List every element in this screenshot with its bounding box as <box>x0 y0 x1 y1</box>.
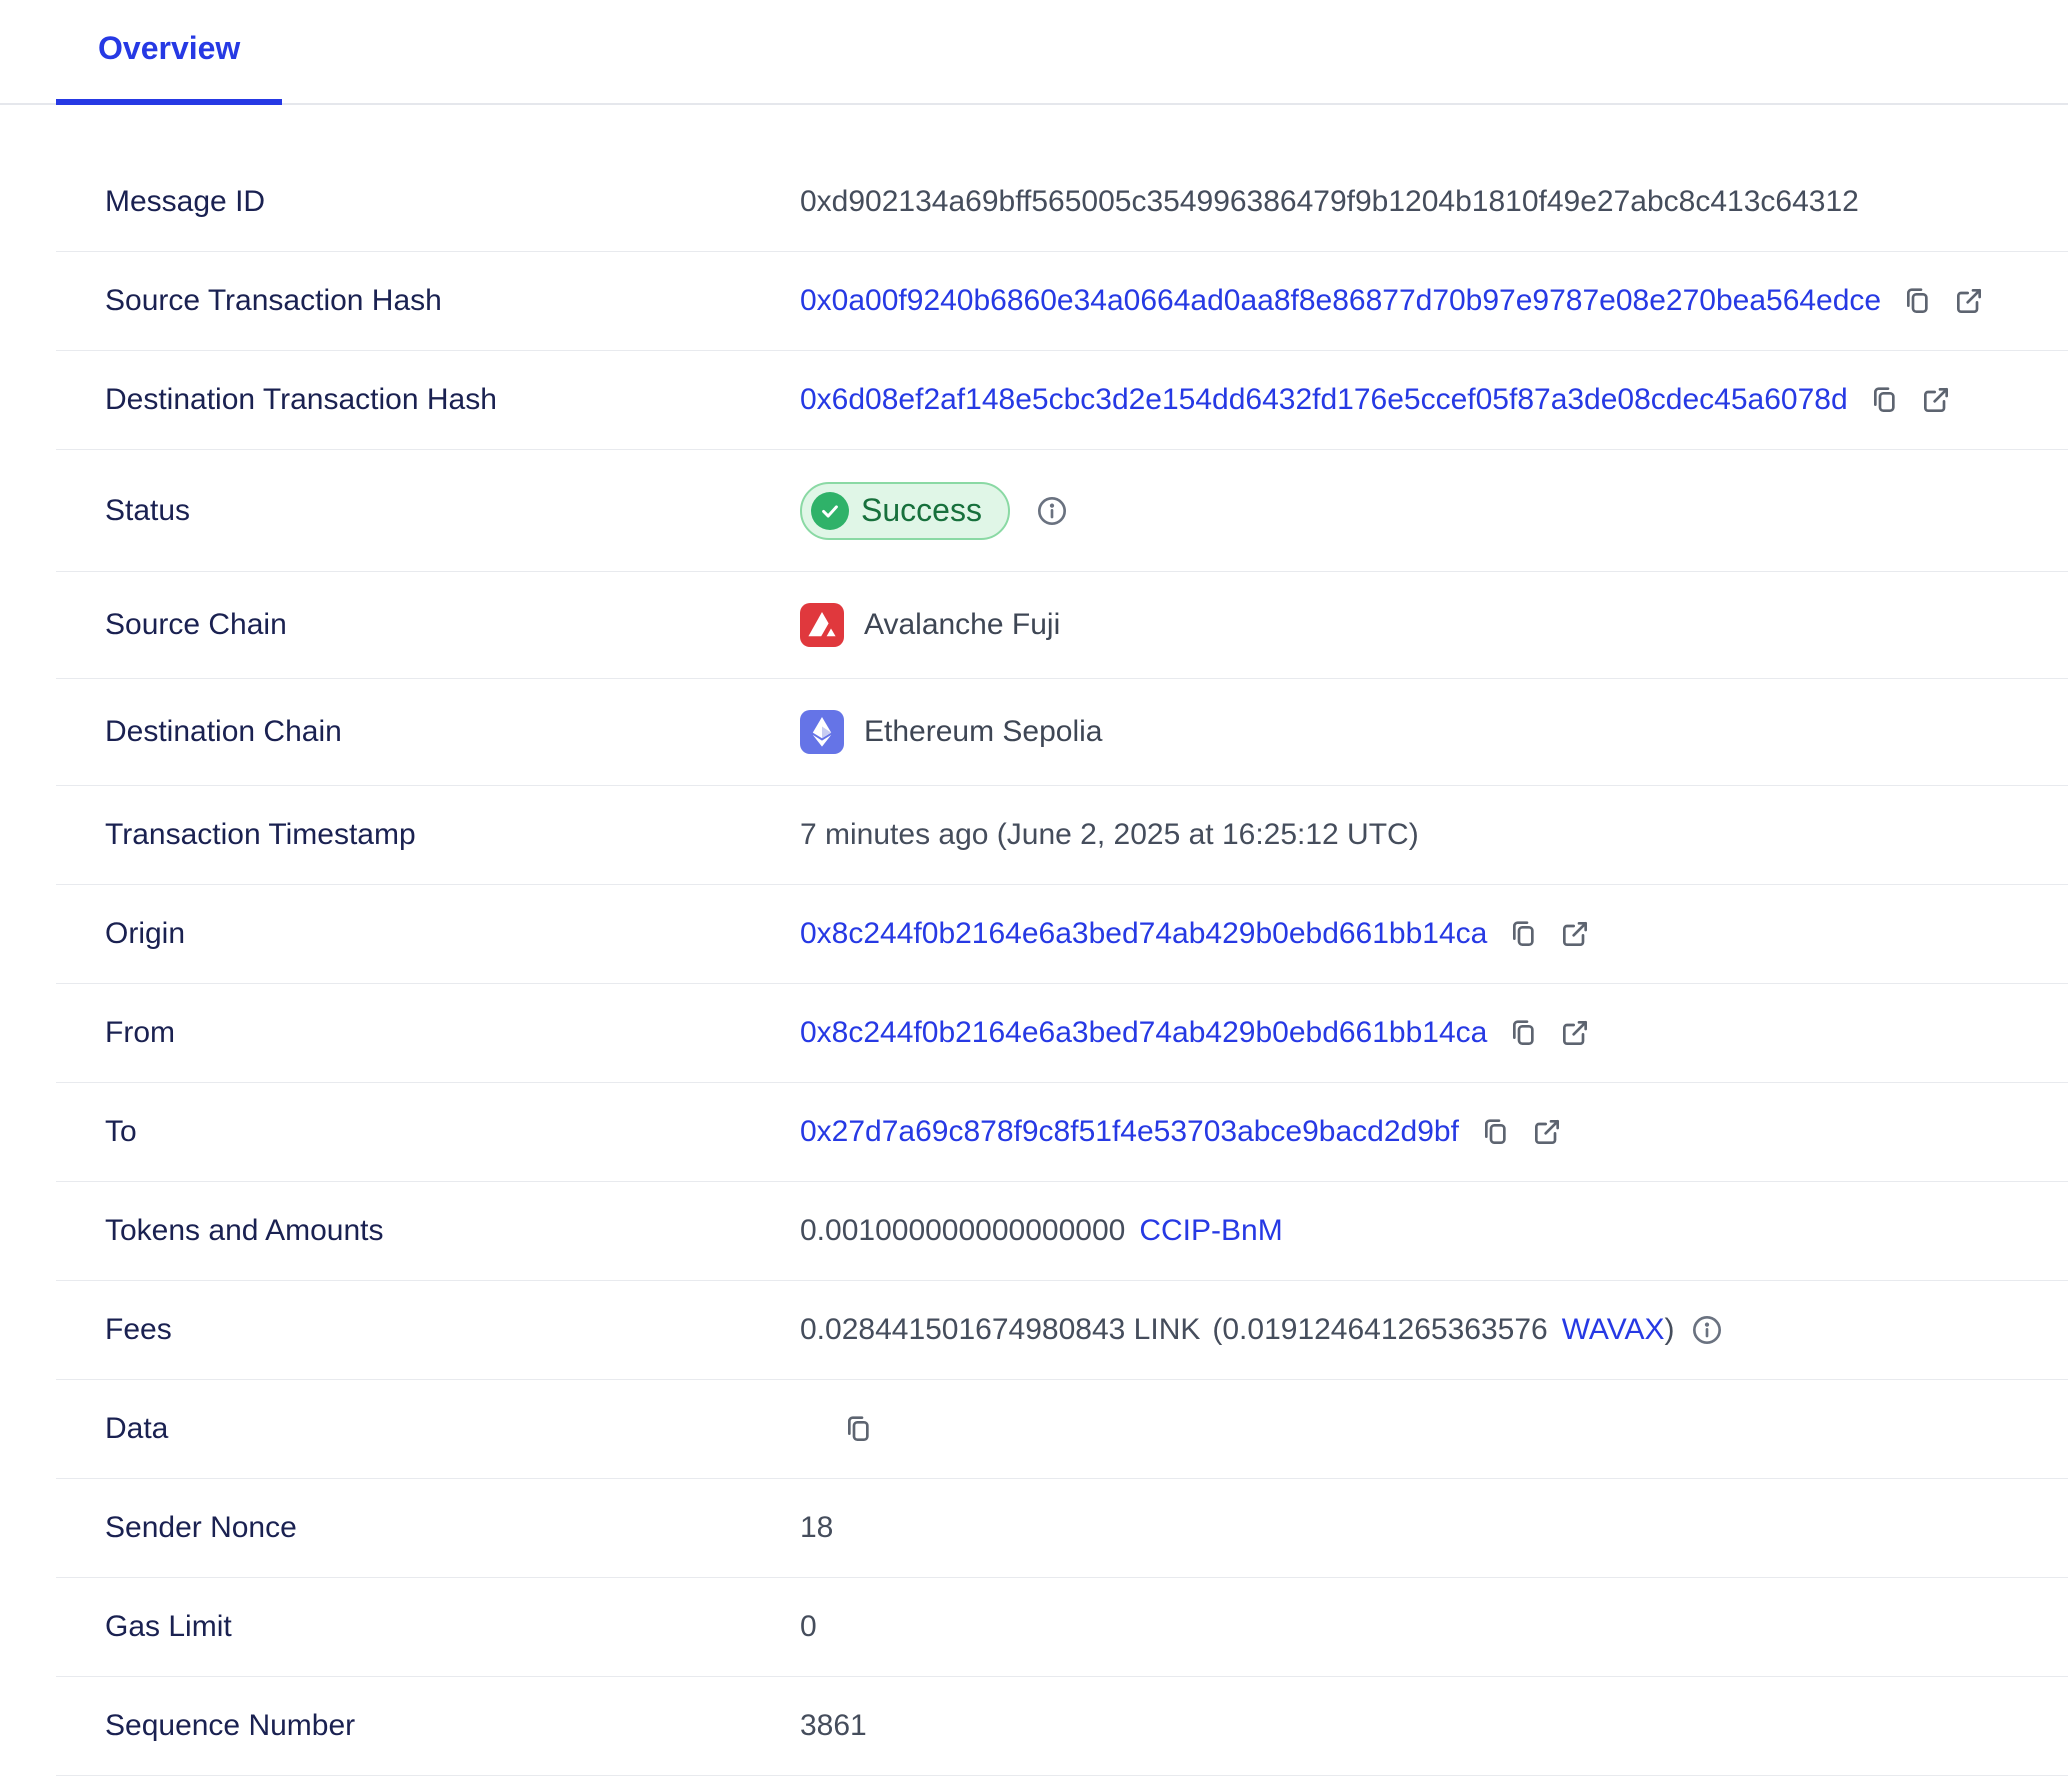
row-origin: Origin 0x8c244f0b2164e6a3bed74ab429b0ebd… <box>56 885 2068 984</box>
external-link-icon[interactable] <box>1559 1017 1591 1049</box>
row-source-tx-hash: Source Transaction Hash 0x0a00f9240b6860… <box>56 252 2068 351</box>
gas-limit-value: 0 <box>800 1610 817 1643</box>
status-label: Status <box>105 493 191 527</box>
transaction-timestamp-label: Transaction Timestamp <box>105 818 416 851</box>
row-sender-nonce: Sender Nonce 18 <box>56 1479 2068 1578</box>
fees-token-symbol-link[interactable]: WAVAX <box>1561 1313 1665 1346</box>
fees-label: Fees <box>105 1313 172 1346</box>
sequence-number-label: Sequence Number <box>105 1709 356 1742</box>
fees-primary-amount: 0.028441501674980843 LINK <box>800 1313 1201 1346</box>
row-sequence-number: Sequence Number 3861 <box>56 1677 2068 1776</box>
status-badge-text: Success <box>861 492 982 528</box>
sender-nonce-value: 18 <box>800 1511 834 1544</box>
row-from: From 0x8c244f0b2164e6a3bed74ab429b0ebd66… <box>56 984 2068 1083</box>
copy-icon[interactable] <box>842 1413 874 1445</box>
token-amount: 0.001000000000000000 <box>800 1214 1126 1247</box>
status-badge: Success <box>800 481 1010 540</box>
to-address-link[interactable]: 0x27d7a69c878f9c8f51f4e53703abce9bacd2d9… <box>800 1115 1459 1148</box>
row-tokens-and-amounts: Tokens and Amounts 0.001000000000000000 … <box>56 1182 2068 1281</box>
external-link-icon[interactable] <box>1953 285 1985 317</box>
row-source-chain: Source Chain Avalanche Fuji <box>56 572 2068 679</box>
destination-tx-hash-label: Destination Transaction Hash <box>105 383 497 416</box>
token-symbol-link[interactable]: CCIP-BnM <box>1139 1214 1283 1247</box>
tab-bar: Overview <box>0 0 2068 105</box>
row-message-id: Message ID 0xd902134a69bff565005c3549963… <box>56 153 2068 252</box>
info-icon[interactable] <box>1036 495 1068 527</box>
external-link-icon[interactable] <box>1559 918 1591 950</box>
source-chain-label: Source Chain <box>105 608 287 641</box>
from-address-link[interactable]: 0x8c244f0b2164e6a3bed74ab429b0ebd661bb14… <box>800 1016 1488 1049</box>
row-fees: Fees 0.028441501674980843 LINK (0.019124… <box>56 1281 2068 1380</box>
check-icon <box>811 491 849 530</box>
message-id-value: 0xd902134a69bff565005c354996386479f9b120… <box>800 185 1859 218</box>
avalanche-logo-icon <box>800 603 844 647</box>
destination-chain-name: Ethereum Sepolia <box>864 715 1103 748</box>
fees-close-paren: ) <box>1664 1313 1675 1346</box>
copy-icon[interactable] <box>1868 384 1900 416</box>
destination-chain-label: Destination Chain <box>105 715 342 748</box>
external-link-icon[interactable] <box>1531 1116 1563 1148</box>
row-data: Data <box>56 1380 2068 1479</box>
tab-overview[interactable]: Overview <box>56 0 283 105</box>
row-to: To 0x27d7a69c878f9c8f51f4e53703abce9bacd… <box>56 1083 2068 1182</box>
sequence-number-value: 3861 <box>800 1709 867 1742</box>
sender-nonce-label: Sender Nonce <box>105 1511 297 1544</box>
origin-label: Origin <box>105 917 186 950</box>
row-destination-tx-hash: Destination Transaction Hash 0x6d08ef2af… <box>56 351 2068 450</box>
copy-icon[interactable] <box>1507 1017 1539 1049</box>
gas-limit-label: Gas Limit <box>105 1610 232 1643</box>
from-label: From <box>105 1016 175 1049</box>
ethereum-logo-icon <box>800 710 844 754</box>
row-destination-chain: Destination Chain Ethereum Sepolia <box>56 679 2068 786</box>
transaction-timestamp-value: 7 minutes ago (June 2, 2025 at 16:25:12 … <box>800 818 1419 851</box>
message-id-label: Message ID <box>105 185 266 218</box>
origin-address-link[interactable]: 0x8c244f0b2164e6a3bed74ab429b0ebd661bb14… <box>800 917 1488 950</box>
copy-icon[interactable] <box>1507 918 1539 950</box>
external-link-icon[interactable] <box>1920 384 1952 416</box>
source-tx-hash-link[interactable]: 0x0a00f9240b6860e34a0664ad0aa8f8e86877d7… <box>800 284 1882 317</box>
row-gas-limit: Gas Limit 0 <box>56 1578 2068 1677</box>
source-tx-hash-label: Source Transaction Hash <box>105 284 442 317</box>
info-icon[interactable] <box>1691 1314 1723 1346</box>
data-label: Data <box>105 1412 169 1445</box>
fees-secondary-amount: (0.019124641265363576 <box>1212 1313 1548 1346</box>
row-status: Status Success <box>56 450 2068 572</box>
transaction-details-table: Message ID 0xd902134a69bff565005c3549963… <box>0 153 2068 1776</box>
tokens-and-amounts-label: Tokens and Amounts <box>105 1214 384 1247</box>
to-label: To <box>105 1115 137 1148</box>
destination-tx-hash-link[interactable]: 0x6d08ef2af148e5cbc3d2e154dd6432fd176e5c… <box>800 383 1848 416</box>
copy-icon[interactable] <box>1479 1116 1511 1148</box>
source-chain-name: Avalanche Fuji <box>864 608 1061 641</box>
row-transaction-timestamp: Transaction Timestamp 7 minutes ago (Jun… <box>56 786 2068 885</box>
copy-icon[interactable] <box>1901 285 1933 317</box>
